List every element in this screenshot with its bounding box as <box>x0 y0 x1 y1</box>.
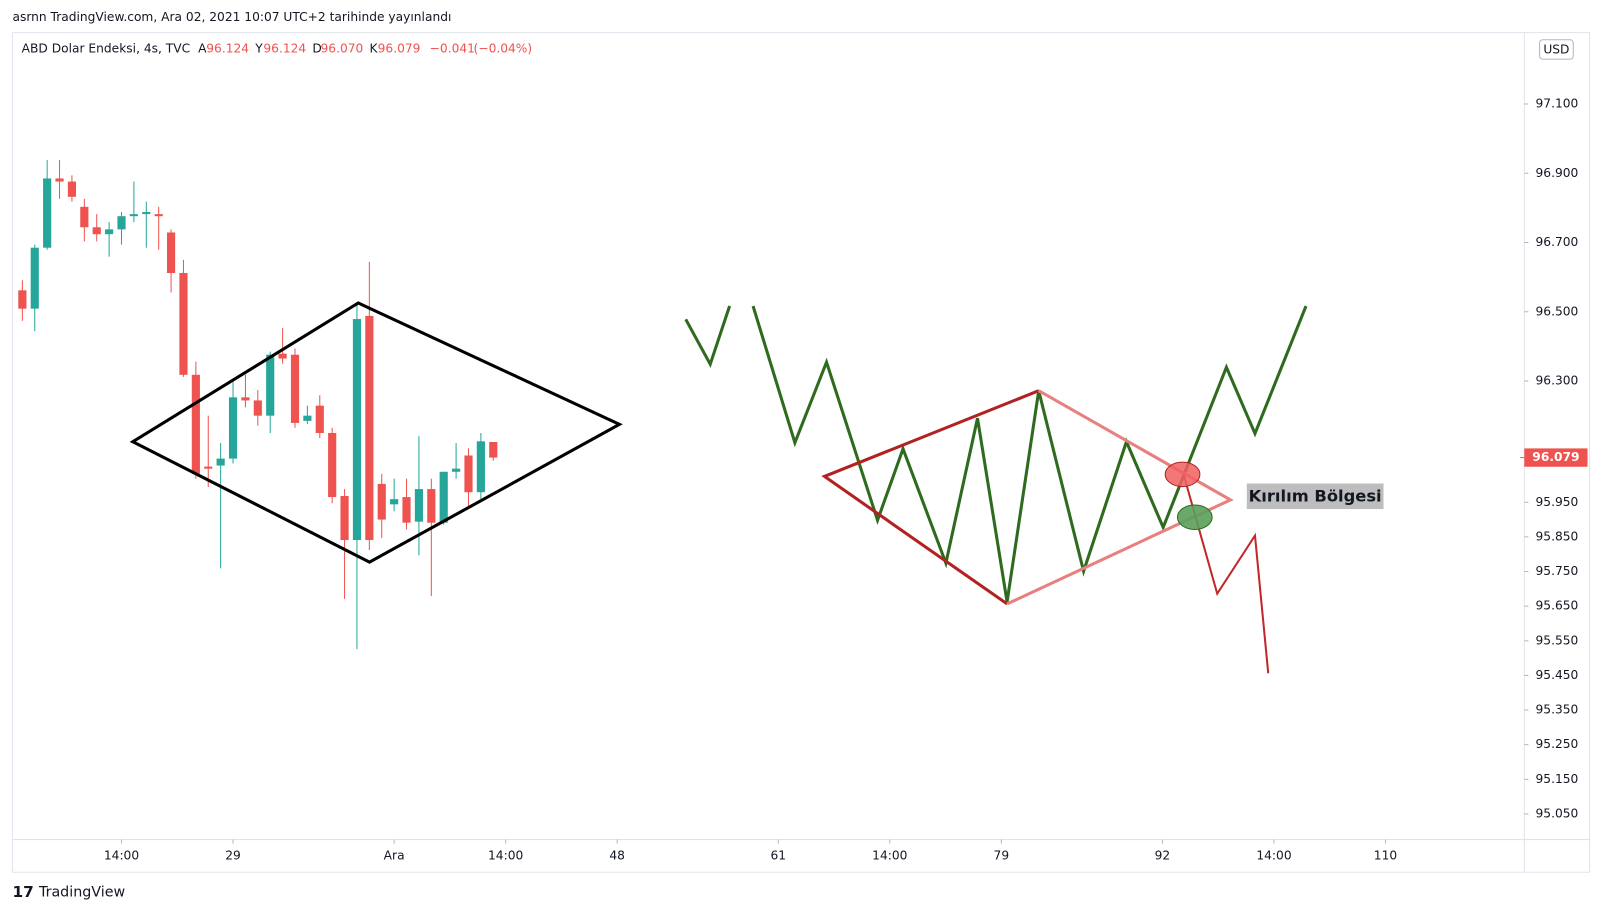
brand-logo: 17 <box>12 883 33 901</box>
currency: USD <box>1543 42 1569 56</box>
candle-body <box>241 397 250 401</box>
candle-body <box>228 397 238 459</box>
candle-body <box>315 405 324 433</box>
candle-body <box>328 432 337 498</box>
x-tick-label: 61 <box>771 848 787 862</box>
diamond-left <box>821 389 1040 606</box>
y-tick-label: 95.150 <box>1536 772 1579 786</box>
y-tick-label: 95.650 <box>1536 599 1579 613</box>
y-tick-label: 96.900 <box>1536 166 1579 180</box>
last-price-tag <box>1524 448 1588 467</box>
candle-body <box>402 497 411 523</box>
candle-body <box>55 178 64 182</box>
candle-body <box>489 441 498 458</box>
candle-body <box>303 415 312 421</box>
y-tick-label: 95.950 <box>1536 495 1579 509</box>
y-tick-label: 95.450 <box>1536 668 1579 682</box>
y-tick-label: 97.100 <box>1536 96 1579 110</box>
candle-body <box>129 214 138 217</box>
candle-body <box>365 315 374 541</box>
candle-body <box>377 483 386 520</box>
x-tick-label: 29 <box>225 848 241 862</box>
annotation: Kırılım Bölgesi <box>1249 486 1382 505</box>
legend-field-value: 96.070 <box>321 41 364 55</box>
y-tick-label: 96.700 <box>1536 235 1579 249</box>
legend-fields: A 96.124 Y 96.124 D96.070 K 96.079 −0.041(−0.04… <box>198 41 532 55</box>
candle-body <box>179 272 188 375</box>
x-tick-label: 92 <box>1155 848 1171 862</box>
x-tick-label: 14:00 <box>104 848 139 862</box>
last-price-label: 96.079 <box>1532 450 1579 464</box>
legend-change-pct: (−0.04%) <box>474 41 533 55</box>
candle-body <box>352 319 362 541</box>
candle-body <box>427 489 436 523</box>
legend-field-name: K <box>370 41 379 55</box>
y-tick-label: 95.050 <box>1536 806 1579 820</box>
y-tick-label: 95.850 <box>1536 529 1579 543</box>
published-note: asrnn TradingView.com, Ara 02, 2021 10:0… <box>12 10 451 24</box>
legend-field-name: Y <box>254 41 263 55</box>
diamond-right <box>1006 389 1234 606</box>
zigzag-drawing <box>684 305 732 369</box>
candle-body <box>18 290 27 309</box>
x-tick-label: 14:00 <box>1256 848 1291 862</box>
candle-body <box>204 466 213 469</box>
x-tick-label: 79 <box>994 848 1010 862</box>
legend-field-value: 96.124 <box>263 41 306 55</box>
candle-body <box>92 227 101 235</box>
x-tick-label: 48 <box>609 848 625 862</box>
plot-area <box>18 160 498 650</box>
annotation-box <box>1246 483 1384 510</box>
x-tick-label: 14:00 <box>488 848 523 862</box>
candle-body <box>117 216 126 230</box>
break-marker-green <box>1176 504 1213 530</box>
legend-field-name: D <box>312 41 321 55</box>
legend-title: ABD Dolar Endeksi, 4s, TVC <box>22 41 191 55</box>
candle-body <box>142 212 151 215</box>
break-marker-red <box>1164 461 1201 488</box>
y-tick-label: 95.750 <box>1536 564 1579 578</box>
candle-body <box>464 455 473 493</box>
breakdown-line <box>1182 474 1270 674</box>
y-tick-label: 95.250 <box>1536 737 1579 751</box>
candle-body <box>439 471 448 523</box>
x-tick-label: 14:00 <box>872 848 907 862</box>
candle-body <box>191 374 200 474</box>
candle-body <box>253 400 262 416</box>
x-tick-label: Ara <box>384 848 405 862</box>
candle-body <box>43 178 52 248</box>
candle-body <box>105 229 114 235</box>
candle-body <box>266 354 275 416</box>
y-tick-label: 96.300 <box>1536 374 1579 388</box>
candle-body <box>452 468 461 472</box>
legend-field-name: A <box>198 41 207 55</box>
axes: 97.100 96.900 96.700 96.500 96.300 95.950 95.8… <box>104 96 1588 862</box>
diamond-drawing <box>129 301 623 564</box>
candle-body <box>414 489 423 522</box>
candle-body <box>166 232 176 273</box>
y-tick-label: 95.550 <box>1536 633 1579 647</box>
candle-body <box>30 247 39 309</box>
legend-change: −0.041 <box>430 41 475 55</box>
brand: TradingView <box>38 885 126 901</box>
candle-body <box>67 181 77 197</box>
candle-body <box>278 353 287 359</box>
legend-field-value: 96.079 <box>378 41 421 55</box>
candle-body <box>216 458 225 466</box>
candle-body <box>340 496 349 541</box>
y-tick-label: 95.350 <box>1536 703 1579 717</box>
candle-body <box>290 354 300 423</box>
zigzag-drawing <box>751 305 1308 603</box>
candle-body <box>390 499 399 505</box>
currency-box <box>1539 39 1574 60</box>
y-tick-label: 96.500 <box>1536 304 1579 318</box>
x-tick-label: 110 <box>1374 848 1397 862</box>
candle-body <box>476 441 485 493</box>
legend-field-value: 96.124 <box>206 41 249 55</box>
candle-body <box>154 214 163 217</box>
candle-body <box>80 206 89 228</box>
